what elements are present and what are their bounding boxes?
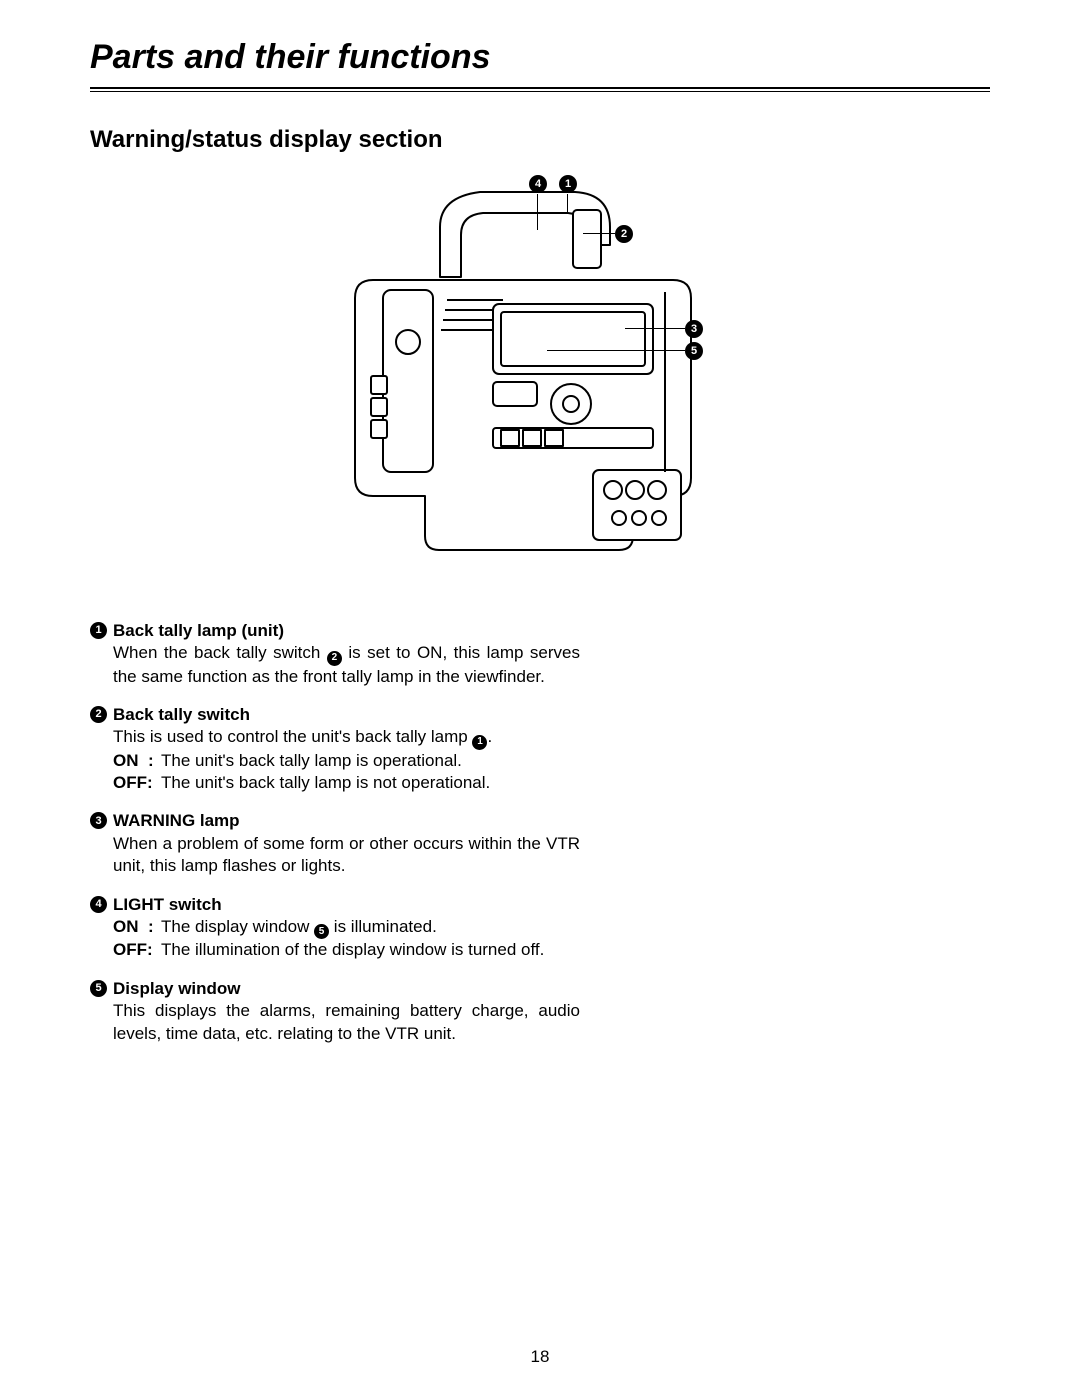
item-desc: This displays the alarms, remaining batt…	[113, 1000, 580, 1045]
onoff-row: OFF:The illumination of the display wind…	[113, 939, 580, 961]
callout-badge-3: 3	[685, 320, 703, 338]
onoff-label: OFF:	[113, 772, 161, 794]
page-number: 18	[0, 1347, 1080, 1367]
callout-leader	[625, 328, 685, 329]
callout-badge-5: 5	[685, 342, 703, 360]
item-4: 4 LIGHT switchON :The display window 5 is…	[90, 894, 580, 962]
callout-leader	[567, 194, 568, 214]
onoff-text: The display window 5 is illuminated.	[161, 916, 580, 939]
ref-badge-5: 5	[314, 924, 329, 939]
onoff-text: The unit's back tally lamp is operationa…	[161, 750, 580, 772]
item-badge-2: 2	[90, 706, 107, 723]
ref-badge-1: 1	[472, 735, 487, 750]
callout-badge-2: 2	[615, 225, 633, 243]
onoff-label: OFF:	[113, 939, 161, 961]
onoff-text: The unit's back tally lamp is not operat…	[161, 772, 580, 794]
callout-leader	[547, 350, 685, 351]
item-2: 2 Back tally switchThis is used to contro…	[90, 704, 580, 794]
camera-diagram: 41235	[335, 172, 745, 592]
item-badge-4: 4	[90, 896, 107, 913]
item-title: Display window	[113, 978, 580, 1000]
item-desc: When the back tally switch 2 is set to O…	[113, 642, 580, 688]
title-rule	[90, 87, 990, 92]
item-desc: When a problem of some form or other occ…	[113, 833, 580, 878]
item-badge-5: 5	[90, 980, 107, 997]
item-badge-1: 1	[90, 622, 107, 639]
page-title: Parts and their functions	[90, 38, 990, 77]
item-title: Back tally lamp (unit)	[113, 620, 580, 642]
diagram-container: 41235	[90, 172, 990, 592]
onoff-row: ON :The display window 5 is illuminated.	[113, 916, 580, 939]
camera-svg	[335, 172, 745, 592]
item-title: WARNING lamp	[113, 810, 580, 832]
item-badge-3: 3	[90, 812, 107, 829]
callout-leader	[537, 194, 538, 230]
onoff-row: OFF:The unit's back tally lamp is not op…	[113, 772, 580, 794]
callout-badge-4: 4	[529, 175, 547, 193]
item-desc: This is used to control the unit's back …	[113, 726, 580, 749]
item-title: LIGHT switch	[113, 894, 580, 916]
callout-leader	[583, 233, 615, 234]
callout-badge-1: 1	[559, 175, 577, 193]
onoff-label: ON :	[113, 750, 161, 772]
item-title: Back tally switch	[113, 704, 580, 726]
item-5: 5 Display windowThis displays the alarms,…	[90, 978, 580, 1045]
onoff-label: ON :	[113, 916, 161, 939]
onoff-text: The illumination of the display window i…	[161, 939, 580, 961]
ref-badge-2: 2	[327, 651, 342, 666]
items-list: 1 Back tally lamp (unit)When the back tal…	[90, 620, 580, 1045]
item-1: 1 Back tally lamp (unit)When the back tal…	[90, 620, 580, 688]
section-heading: Warning/status display section	[90, 126, 990, 154]
onoff-row: ON :The unit's back tally lamp is operat…	[113, 750, 580, 772]
item-3: 3 WARNING lampWhen a problem of some form…	[90, 810, 580, 877]
